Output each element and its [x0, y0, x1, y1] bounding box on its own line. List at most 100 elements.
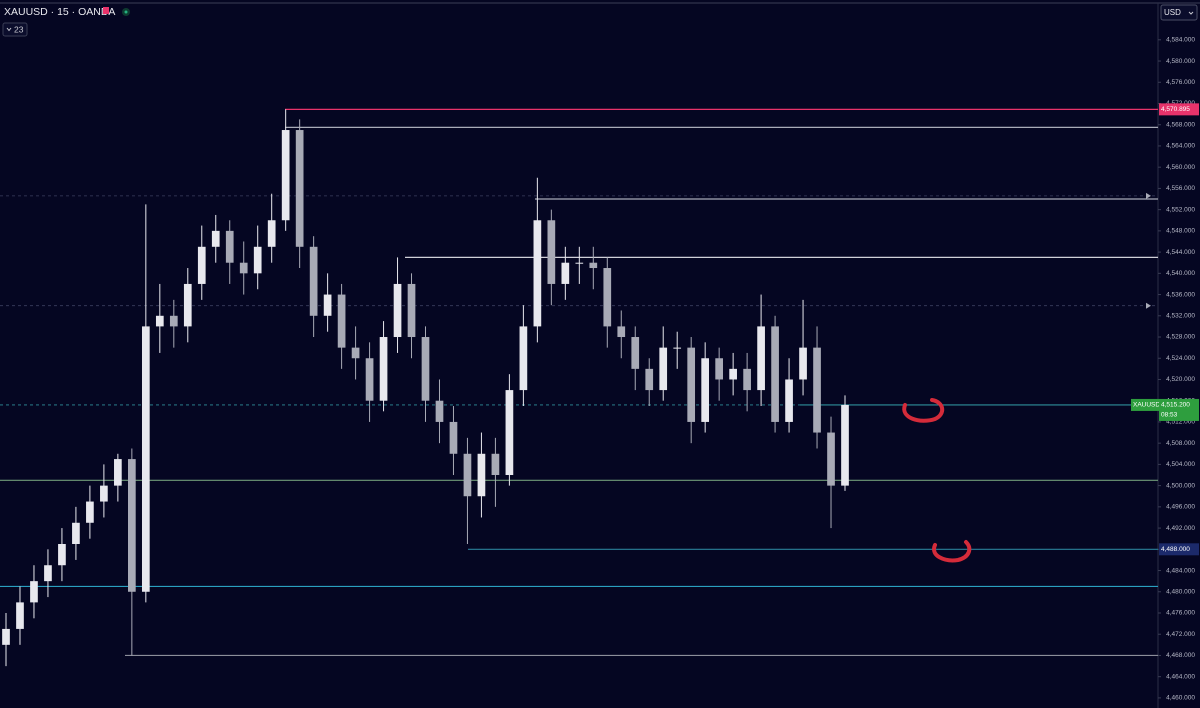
y-tick-label: 4,528.000 — [1166, 334, 1195, 341]
countdown-label: 08:53 — [1161, 412, 1178, 419]
y-tick-label: 4,464.000 — [1166, 673, 1195, 680]
candle-body — [813, 347, 821, 433]
candle-body — [323, 294, 332, 316]
level-arrow — [1146, 192, 1151, 199]
y-tick-label: 4,548.000 — [1166, 228, 1195, 235]
y-tick-label: 4,472.000 — [1166, 631, 1195, 638]
y-tick-label: 4,568.000 — [1166, 121, 1195, 128]
chevron-icon — [6, 27, 12, 32]
y-tick-label: 4,536.000 — [1166, 291, 1195, 298]
candle-body — [561, 262, 570, 284]
y-tick-label: 4,468.000 — [1166, 652, 1195, 659]
candle-body — [757, 326, 765, 391]
candle-body — [155, 315, 164, 327]
candle-body — [239, 262, 248, 274]
candle-body — [729, 368, 737, 380]
candle-body — [295, 130, 304, 247]
candle-body — [463, 453, 472, 497]
level-arrow — [1146, 302, 1151, 309]
candle-body — [519, 326, 528, 391]
candle-body — [827, 432, 835, 486]
status-dot — [124, 10, 128, 14]
y-tick-label: 4,508.000 — [1166, 440, 1195, 447]
candle-body — [589, 262, 598, 269]
candle-body — [44, 565, 52, 582]
candle-body — [547, 220, 556, 284]
y-tick-label: 4,520.000 — [1166, 376, 1195, 383]
y-tick-label: 4,480.000 — [1166, 588, 1195, 595]
candle-body — [114, 459, 122, 486]
y-tick-label: 4,500.000 — [1166, 482, 1195, 489]
last-price-label: 4,515.200 — [1161, 402, 1190, 409]
candle-body — [128, 459, 136, 592]
chevron-icon — [1188, 11, 1194, 15]
y-tick-label: 4,524.000 — [1166, 355, 1195, 362]
candle-body — [575, 262, 584, 264]
y-tick-label: 4,544.000 — [1166, 249, 1195, 256]
y-tick-label: 4,492.000 — [1166, 525, 1195, 532]
candle-body — [2, 628, 10, 645]
last-price-tag — [1159, 398, 1199, 421]
candle-body — [393, 283, 402, 338]
indicators-toggle[interactable] — [2, 22, 28, 37]
candle-body — [407, 283, 416, 338]
candle-body — [16, 602, 24, 629]
candle-body — [673, 347, 682, 349]
candle-body — [617, 326, 626, 338]
candle-body — [141, 326, 150, 592]
y-tick-label: 4,564.000 — [1166, 143, 1195, 150]
candle-body — [799, 347, 807, 380]
price-tag-label: 4,488.000 — [1161, 546, 1190, 553]
candle-body — [309, 246, 318, 316]
candle-body — [743, 368, 751, 391]
hand-drawn-mark — [932, 540, 972, 563]
y-tick-label: 4,584.000 — [1166, 37, 1195, 44]
candle-body — [253, 246, 262, 274]
flag-icon — [103, 7, 109, 14]
currency-button[interactable] — [1160, 4, 1198, 21]
candle-body — [701, 358, 710, 422]
candle-body — [100, 485, 108, 502]
candle-body — [505, 390, 514, 476]
candle-body — [645, 368, 654, 391]
y-tick-label: 4,540.000 — [1166, 270, 1195, 277]
candle-body — [715, 358, 723, 380]
candle-body — [86, 501, 94, 523]
y-tick-label: 4,580.000 — [1166, 58, 1195, 65]
y-tick-label: 4,532.000 — [1166, 313, 1195, 320]
price-tag — [1159, 103, 1199, 116]
candle-body — [30, 581, 38, 603]
candle-body — [169, 315, 178, 327]
candle-body — [533, 220, 542, 327]
candle-body — [183, 283, 192, 327]
symbol-line: XAUUSD · 15 · OANDA — [4, 6, 115, 18]
candle-body — [687, 347, 696, 422]
candle-body — [267, 220, 276, 247]
price-axis: 4,460.000 4,464.000 4,468.000 4,472.000 4,47… — [1158, 37, 1195, 702]
candle-body — [785, 379, 793, 422]
currency-label: USD — [1164, 8, 1181, 17]
symbol-tag-label: XAUUSD — [1133, 402, 1160, 409]
symbol-tag — [1131, 398, 1159, 411]
candle-body — [603, 268, 612, 327]
y-tick-label: 4,560.000 — [1166, 164, 1195, 171]
candle-body — [72, 522, 80, 545]
candle-body — [631, 337, 640, 369]
candle-body — [491, 453, 500, 476]
y-tick-label: 4,476.000 — [1166, 610, 1195, 617]
candle-body — [225, 230, 234, 263]
candle-body — [365, 358, 374, 401]
candle-body — [477, 453, 486, 497]
y-tick-label: 4,504.000 — [1166, 461, 1195, 468]
y-tick-label: 4,496.000 — [1166, 504, 1195, 511]
price-tags: 4,570.895 4,488.000 XAUUSD 4,515.200 08:53 — [1131, 103, 1199, 556]
y-tick-label: 4,512.000 — [1166, 419, 1195, 426]
y-tick-label: 4,484.000 — [1166, 567, 1195, 574]
candle-body — [421, 337, 430, 401]
candle-body — [211, 230, 220, 247]
candle-body — [449, 421, 458, 454]
indicators-count: 23 — [14, 24, 24, 34]
y-tick-label: 4,556.000 — [1166, 185, 1195, 192]
